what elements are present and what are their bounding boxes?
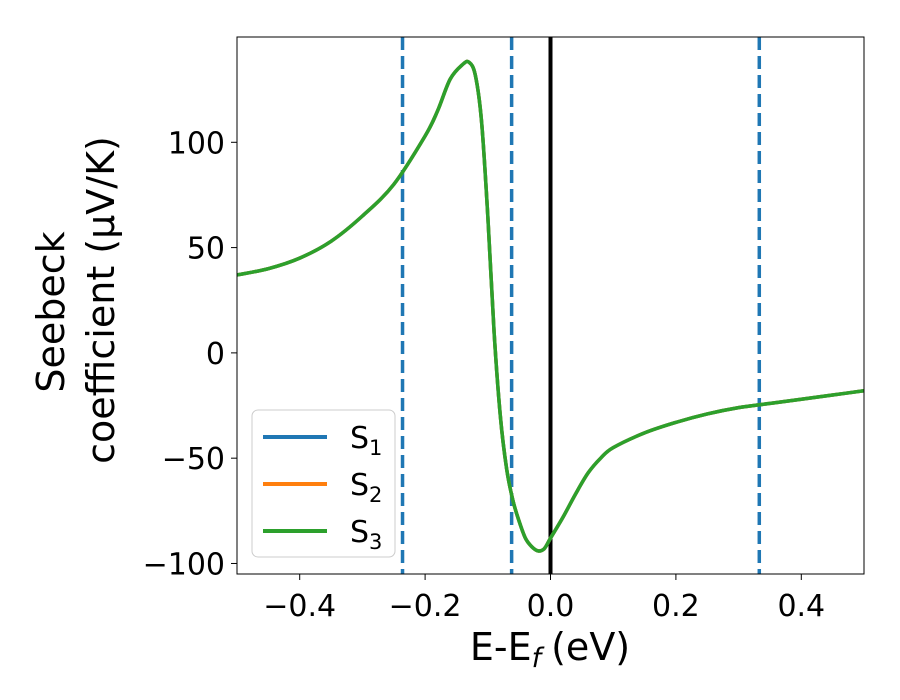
y-tick-label: 50 (187, 232, 225, 267)
series-line-s3 (237, 59, 864, 553)
legend: S1 S2 S3 (251, 409, 396, 558)
legend-label-s1: S1 (350, 421, 382, 460)
y-axis-label-line1: Seebeck (29, 231, 73, 392)
y-axis-label-line2: coefficient (μV/K) (79, 136, 123, 464)
x-axis-label: E-Ef (eV) (470, 625, 630, 674)
y-axis-ticks: −100 −50 0 50 100 (143, 126, 237, 582)
reference-lines (400, 37, 762, 574)
series-lines (237, 59, 864, 553)
y-tick-label: 0 (206, 337, 225, 372)
legend-label-s3: S3 (350, 515, 382, 554)
x-tick-label: −0.2 (389, 589, 462, 624)
x-tick-label: 0.4 (777, 589, 825, 624)
y-tick-label: −100 (143, 547, 225, 582)
x-tick-label: 0.2 (652, 589, 700, 624)
x-axis-ticks: −0.4 −0.2 0.0 0.2 0.4 (263, 574, 825, 624)
x-tick-label: −0.4 (263, 589, 336, 624)
legend-label-s2: S2 (350, 468, 382, 507)
x-tick-label: 0.0 (527, 589, 575, 624)
y-tick-label: 100 (168, 126, 225, 161)
y-tick-label: −50 (162, 442, 225, 477)
